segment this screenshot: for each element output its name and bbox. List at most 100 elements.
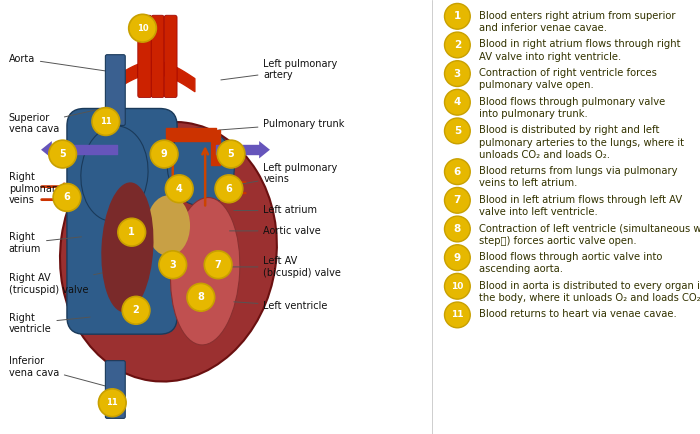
Circle shape [118,218,146,246]
Ellipse shape [444,187,470,213]
Text: Blood returns to heart via venae cavae.: Blood returns to heart via venae cavae. [479,309,677,319]
Text: Right
pulmonary
veins: Right pulmonary veins [8,172,67,205]
Text: 8: 8 [197,292,204,302]
Text: 1: 1 [454,11,461,21]
Ellipse shape [444,118,470,144]
Text: Blood enters right atrium from superior: Blood enters right atrium from superior [479,11,676,21]
Text: veins to left atrium.: veins to left atrium. [479,178,578,188]
Circle shape [187,283,215,311]
Text: AV valve into right ventricle.: AV valve into right ventricle. [479,52,621,62]
FancyBboxPatch shape [164,15,177,98]
Text: Inferior
vena cava: Inferior vena cava [8,356,112,388]
Text: 7: 7 [454,195,461,205]
Text: Contraction of right ventricle forces: Contraction of right ventricle forces [479,68,657,78]
Text: 10: 10 [136,24,148,33]
Text: 11: 11 [106,398,118,407]
Text: 3: 3 [169,260,176,270]
Text: 6: 6 [454,167,461,177]
Text: Blood in right atrium flows through right: Blood in right atrium flows through righ… [479,39,680,49]
Text: stepⓢ) forces aortic valve open.: stepⓢ) forces aortic valve open. [479,236,636,246]
Circle shape [204,251,232,279]
Text: Blood in left atrium flows through left AV: Blood in left atrium flows through left … [479,195,682,205]
Ellipse shape [444,245,470,270]
Ellipse shape [444,32,470,58]
FancyBboxPatch shape [67,108,177,334]
Polygon shape [41,141,52,158]
Text: pulmonary arteries to the lungs, where it: pulmonary arteries to the lungs, where i… [479,138,684,148]
Text: the body, where it unloads O₂ and loads CO₂.: the body, where it unloads O₂ and loads … [479,293,700,303]
Circle shape [99,389,126,417]
Ellipse shape [444,216,470,242]
Circle shape [215,175,243,203]
Text: Left ventricle: Left ventricle [234,301,328,311]
Text: 10: 10 [452,282,463,291]
Text: Blood returns from lungs via pulmonary: Blood returns from lungs via pulmonary [479,166,678,176]
Text: 11: 11 [451,310,463,319]
Ellipse shape [444,3,470,29]
Ellipse shape [60,122,277,381]
Text: Blood in aorta is distributed to every organ in: Blood in aorta is distributed to every o… [479,281,700,291]
Text: 5: 5 [60,149,66,159]
Text: and inferior venae cavae.: and inferior venae cavae. [479,23,607,33]
Text: 5: 5 [454,126,461,136]
Text: 6: 6 [64,192,70,203]
Text: Right AV
(tricuspid) valve: Right AV (tricuspid) valve [8,272,107,295]
Text: 9: 9 [454,253,461,263]
Circle shape [165,175,193,203]
Text: into pulmonary trunk.: into pulmonary trunk. [479,109,587,119]
Text: Right
ventricle: Right ventricle [8,312,90,334]
Text: 4: 4 [454,97,461,107]
Text: Blood flows through aortic valve into: Blood flows through aortic valve into [479,252,662,262]
Circle shape [53,184,80,211]
Text: Blood flows through pulmonary valve: Blood flows through pulmonary valve [479,97,665,107]
Text: Contraction of left ventricle (simultaneous with: Contraction of left ventricle (simultane… [479,224,700,233]
Text: Superior
vena cava: Superior vena cava [8,107,110,135]
Circle shape [122,296,150,324]
Circle shape [92,108,120,135]
Text: Blood is distributed by right and left: Blood is distributed by right and left [479,125,659,135]
Text: Left pulmonary
artery: Left pulmonary artery [221,59,337,80]
FancyBboxPatch shape [106,361,125,418]
Circle shape [150,140,178,168]
Text: 2: 2 [133,305,139,316]
Text: 4: 4 [176,184,183,194]
Circle shape [49,140,76,168]
Text: Aortic valve: Aortic valve [230,226,321,236]
Ellipse shape [444,89,470,115]
Ellipse shape [81,126,148,221]
Text: Left AV
(bicuspid) valve: Left AV (bicuspid) valve [225,256,342,278]
FancyBboxPatch shape [138,15,152,98]
Text: Left pulmonary
veins: Left pulmonary veins [230,163,337,186]
Circle shape [129,14,156,42]
Ellipse shape [444,302,470,328]
Text: Right
atrium: Right atrium [8,232,81,254]
Text: 11: 11 [100,117,112,126]
Text: 5: 5 [228,149,234,159]
Ellipse shape [167,128,234,206]
Polygon shape [259,141,270,158]
Text: pulmonary valve open.: pulmonary valve open. [479,80,594,90]
Text: 7: 7 [215,260,221,270]
Ellipse shape [102,182,153,312]
FancyBboxPatch shape [151,15,164,98]
Text: 6: 6 [225,184,232,194]
Text: unloads CO₂ and loads O₂.: unloads CO₂ and loads O₂. [479,150,610,160]
Circle shape [159,251,187,279]
Ellipse shape [147,195,190,256]
Text: Pulmonary trunk: Pulmonary trunk [218,118,345,130]
Text: 3: 3 [454,69,461,79]
Text: Left atrium: Left atrium [234,205,318,216]
Ellipse shape [444,159,470,184]
Text: ascending aorta.: ascending aorta. [479,264,563,274]
Ellipse shape [444,61,470,86]
Text: Aorta: Aorta [8,53,107,71]
Text: 8: 8 [454,224,461,234]
Text: 1: 1 [128,227,135,237]
Ellipse shape [444,273,470,299]
FancyBboxPatch shape [106,55,125,125]
Circle shape [217,140,245,168]
Text: valve into left ventricle.: valve into left ventricle. [479,207,598,217]
Ellipse shape [170,197,240,345]
Text: 9: 9 [161,149,167,159]
Text: 2: 2 [454,40,461,50]
